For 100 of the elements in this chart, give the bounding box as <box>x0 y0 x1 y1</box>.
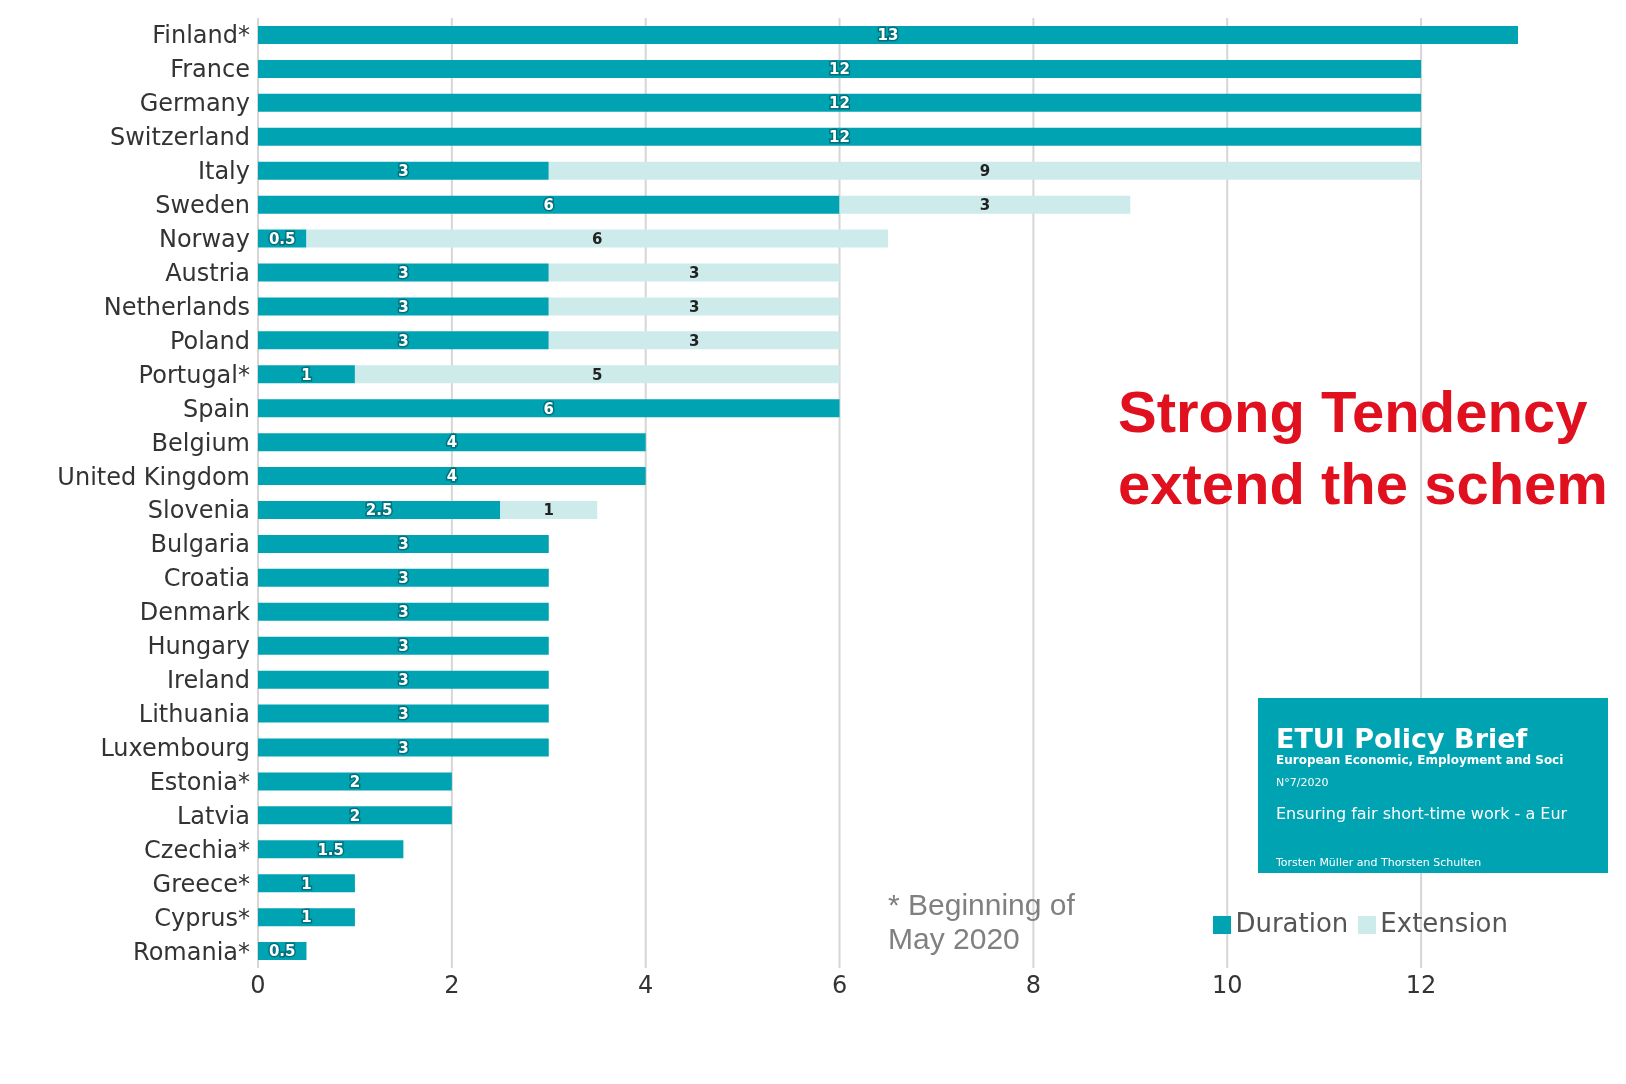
bar <box>258 501 501 519</box>
x-tick-label: 4 <box>638 971 654 1000</box>
annotation: Torsten Müller and Thorsten Schulten <box>1276 856 1482 869</box>
bar <box>258 602 549 621</box>
data-label: 3 <box>398 297 409 316</box>
bar <box>258 568 549 587</box>
data-label: 6 <box>592 229 603 248</box>
data-label: 1.5 <box>317 840 344 859</box>
bar <box>548 263 840 282</box>
data-label: 5 <box>592 365 603 384</box>
data-label: 2 <box>349 806 361 825</box>
bar <box>258 127 1422 146</box>
bar <box>548 331 840 350</box>
y-tick-label: Germany <box>139 89 250 118</box>
bar <box>839 195 1131 214</box>
bar <box>258 908 355 927</box>
x-tick-label: 6 <box>831 971 848 1000</box>
data-label: 3 <box>398 704 409 723</box>
y-tick-label: Finland* <box>152 21 250 50</box>
data-label: 4 <box>446 467 458 486</box>
data-label: 2.5 <box>365 501 393 520</box>
data-label: 4 <box>446 433 458 452</box>
bar <box>258 772 452 791</box>
data-label: 3 <box>398 263 409 282</box>
bar <box>258 534 549 553</box>
y-tick-label: Czechia* <box>144 835 250 864</box>
x-tick-label: 8 <box>1025 971 1042 1000</box>
data-label: 0.5 <box>268 229 296 248</box>
data-label: 0.5 <box>268 942 296 961</box>
y-tick-label: Slovenia <box>147 496 250 525</box>
bar <box>258 806 452 825</box>
annotation: European Economic, Employment and Soci <box>1276 753 1564 767</box>
data-label: 12 <box>829 94 850 113</box>
data-label: 6 <box>543 399 554 418</box>
annotation: * Beginning of May 2020 <box>888 888 1076 956</box>
bar <box>258 93 1422 112</box>
data-label: 3 <box>398 569 409 588</box>
data-label: 3 <box>398 331 409 350</box>
y-tick-label: Bulgaria <box>150 530 250 559</box>
data-label: 3 <box>688 263 700 282</box>
y-tick-label: Spain <box>182 394 250 423</box>
bar <box>258 297 549 316</box>
y-tick-label: Luxembourg <box>100 733 250 762</box>
bar <box>548 297 840 316</box>
data-label: 3 <box>398 738 409 757</box>
y-tick-label: Portugal* <box>138 360 250 389</box>
data-label: 3 <box>688 331 700 350</box>
y-tick-label: Lithuania <box>138 700 250 729</box>
y-tick-label: Norway <box>158 225 250 254</box>
bar <box>258 399 840 418</box>
annotation: N°7/2020 <box>1276 776 1329 789</box>
y-tick-label: Estonia* <box>149 767 250 796</box>
data-label: 3 <box>979 195 991 214</box>
y-tick-label: Ireland <box>166 666 250 695</box>
annotation: Strong Tendency <box>1118 378 1588 445</box>
data-label: 3 <box>398 670 409 689</box>
y-tick-label: Sweden <box>155 191 250 220</box>
y-tick-label: France <box>170 55 250 84</box>
bar <box>258 433 646 452</box>
bar <box>258 331 549 350</box>
y-tick-label: Austria <box>165 258 250 287</box>
x-tick-label: 0 <box>250 971 266 1000</box>
y-tick-label: Cyprus* <box>154 903 250 932</box>
bar <box>258 704 549 723</box>
data-label: 6 <box>543 195 554 214</box>
y-tick-label: Greece* <box>152 869 250 898</box>
data-label: 3 <box>398 603 409 622</box>
data-label: 1 <box>301 874 312 893</box>
bar <box>500 501 598 519</box>
y-tick-label: Belgium <box>151 428 250 457</box>
annotation: ETUI Policy Brief <box>1276 723 1528 754</box>
x-tick-label: 2 <box>444 971 460 1000</box>
bar <box>354 365 840 384</box>
bar <box>258 874 355 893</box>
data-label: 3 <box>688 297 700 316</box>
bar <box>258 26 1518 44</box>
data-label: 1 <box>301 908 312 927</box>
bar <box>258 365 355 384</box>
legend-label: Extension <box>1380 908 1508 938</box>
data-label: 3 <box>398 162 409 181</box>
x-tick-label: 10 <box>1211 971 1243 1000</box>
y-tick-label: Denmark <box>139 598 251 627</box>
data-label: 3 <box>398 637 409 656</box>
y-tick-label: United Kingdom <box>57 462 250 491</box>
data-label: 2 <box>349 772 361 791</box>
data-label: 1 <box>543 501 554 520</box>
bar <box>548 161 1422 180</box>
x-tick-label: 12 <box>1405 971 1437 1000</box>
data-label: 13 <box>877 26 899 45</box>
y-tick-label: Romania* <box>133 937 250 966</box>
annotation: extend the schem <box>1118 450 1608 517</box>
bar <box>258 670 549 689</box>
bar <box>258 263 549 282</box>
y-tick-label: Netherlands <box>103 292 250 321</box>
data-label: 12 <box>829 60 850 79</box>
y-tick-label: Croatia <box>163 564 250 593</box>
data-label: 9 <box>979 162 991 181</box>
y-tick-label: Poland <box>169 326 250 355</box>
data-label: 1 <box>301 365 312 384</box>
y-tick-label: Switzerland <box>110 123 250 152</box>
